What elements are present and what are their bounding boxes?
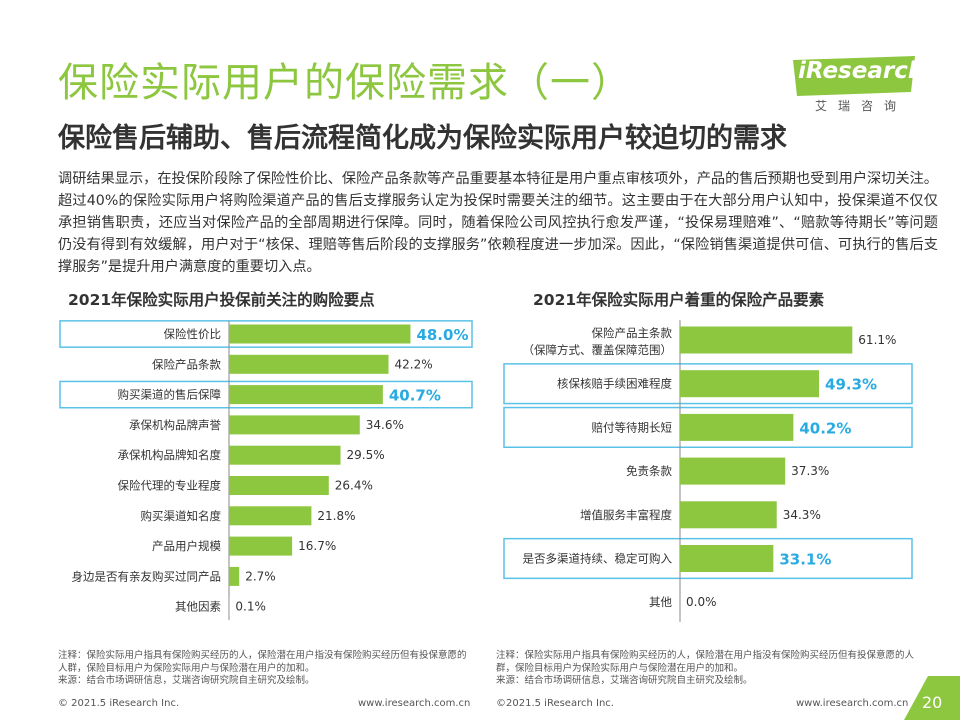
left-chart-title: 2021年保险实际用户投保前关注的购险要点 [68, 291, 375, 309]
right-website[interactable]: www.iresearch.com.cn [796, 698, 909, 709]
right-chart-highlight-box [503, 363, 913, 405]
page-title: 保险实际用户的保险需求（一） [58, 60, 632, 106]
left-chart-category-label: 购买渠道知名度 [141, 509, 222, 523]
right-chart-value-label: 40.2% [799, 419, 851, 437]
left-note-definition: 注释：保险实际用户指具有保险购买经历的人，保险潜在用户指没有保险购买经历但有投保… [58, 650, 467, 674]
left-chart-value-label: 16.7% [298, 539, 336, 553]
left-chart-category-label: 保险产品条款 [152, 357, 221, 371]
logo-chinese-name: 艾瑞咨询 [815, 99, 908, 113]
right-chart-value-label: 49.3% [825, 376, 877, 394]
right-chart-value-label: 33.1% [779, 551, 831, 569]
logo-background [793, 56, 915, 96]
right-chart-category-label: 免责条款 [626, 464, 672, 478]
left-website[interactable]: www.iresearch.com.cn [358, 698, 471, 709]
right-chart-bar [680, 326, 853, 354]
iresearch-logo: iResearch 艾瑞咨询 [793, 56, 924, 116]
right-chart-highlight-box [503, 537, 913, 580]
right-chart-bar [680, 545, 774, 572]
left-chart-value-label: 34.6% [366, 418, 404, 432]
left-chart-category-label: 承保机构品牌声誉 [129, 418, 221, 432]
left-chart-category-label: 承保机构品牌知名度 [118, 448, 222, 462]
right-chart-category-label: 保险产品主条款 [592, 326, 673, 340]
left-chart-bar [229, 354, 389, 374]
left-chart-value-label: 0.1% [235, 600, 265, 614]
left-chart-category-label: 身边是否有亲友购买过同产品 [72, 569, 222, 583]
logo-brand: iResearch [798, 58, 925, 84]
left-chart-highlight-box [59, 320, 473, 348]
page-subtitle: 保险售后辅助、售后流程简化成为保险实际用户较迫切的需求 [58, 123, 787, 154]
left-chart-bar [229, 536, 293, 556]
right-chart-category-label: 增值服务丰富程度 [580, 508, 672, 522]
summary-paragraph: 调研结果显示，在投保阶段除了保险性价比、保险产品条款等产品重要基本特征是用户重点… [58, 171, 938, 275]
right-copyright: ©2021.5 iResearch Inc. [496, 698, 614, 709]
right-chart-category-sublabel: （保障方式、覆盖保障范围） [523, 343, 673, 357]
right-chart-category-label: 其他 [649, 595, 672, 609]
right-note-source: 来源：结合市场调研信息，艾瑞咨询研究院自主研究及绘制。 [496, 675, 753, 686]
right-note-definition: 注释：保险实际用户指具有保险购买经历的人，保险潜在用户指没有保险购买经历但有投保… [496, 650, 915, 674]
right-chart-bar [680, 457, 786, 485]
left-chart-highlight-box [59, 380, 473, 409]
left-note-source: 来源：结合市场调研信息，艾瑞咨询研究院自主研究及绘制。 [58, 675, 315, 686]
left-chart-category-label: 保险性价比 [164, 327, 222, 341]
left-chart-bar [229, 415, 360, 435]
right-chart-value-label: 61.1% [858, 333, 896, 347]
left-chart-value-label: 26.4% [335, 479, 373, 493]
left-chart-bar [229, 476, 329, 495]
right-chart-value-label: 34.3% [783, 508, 821, 522]
right-chart-title: 2021年保险实际用户着重的保险产品要素 [533, 291, 825, 309]
left-chart-bar [229, 566, 240, 586]
left-chart-value-label: 2.7% [245, 569, 276, 583]
left-chart-value-label: 29.5% [347, 448, 385, 462]
page-number-tab [904, 676, 960, 720]
right-chart-category-label: 核保核赔手续困难程度 [557, 377, 672, 391]
left-chart-value-label: 21.8% [317, 509, 355, 523]
left-chart-category-label: 产品用户规模 [152, 539, 221, 553]
left-chart-value-label: 48.0% [416, 326, 468, 344]
right-chart-bar [680, 370, 820, 398]
right-chart-highlight-box [503, 406, 913, 448]
left-chart-category-label: 保险代理的专业程度 [118, 479, 222, 493]
page-number: 20 [922, 693, 943, 712]
right-note: 注释：保险实际用户指具有保险购买经历的人，保险潜在用户指没有保险购买经历但有投保… [496, 650, 916, 688]
left-note: 注释：保险实际用户指具有保险购买经历的人，保险潜在用户指没有保险购买经历但有投保… [58, 650, 468, 688]
right-chart-bar [680, 413, 794, 441]
left-chart-category-label: 购买渠道的售后保障 [118, 388, 222, 402]
right-chart-category-label: 是否多渠道持续、稳定可购入 [523, 552, 673, 566]
right-chart-value-label: 37.3% [791, 464, 829, 478]
left-chart-bar [229, 445, 341, 465]
left-chart-value-label: 40.7% [389, 387, 441, 405]
left-chart-bar [229, 506, 312, 526]
right-chart-bar [680, 501, 777, 529]
right-chart-value-label: 0.0% [686, 595, 717, 609]
right-chart-category-label: 赔付等待期长短 [592, 420, 673, 434]
left-copyright: © 2021.5 iResearch Inc. [58, 698, 180, 709]
left-chart-value-label: 42.2% [395, 357, 433, 371]
left-chart-bar [229, 385, 383, 405]
left-chart-bar [229, 324, 411, 344]
left-chart-category-label: 其他因素 [175, 600, 221, 614]
